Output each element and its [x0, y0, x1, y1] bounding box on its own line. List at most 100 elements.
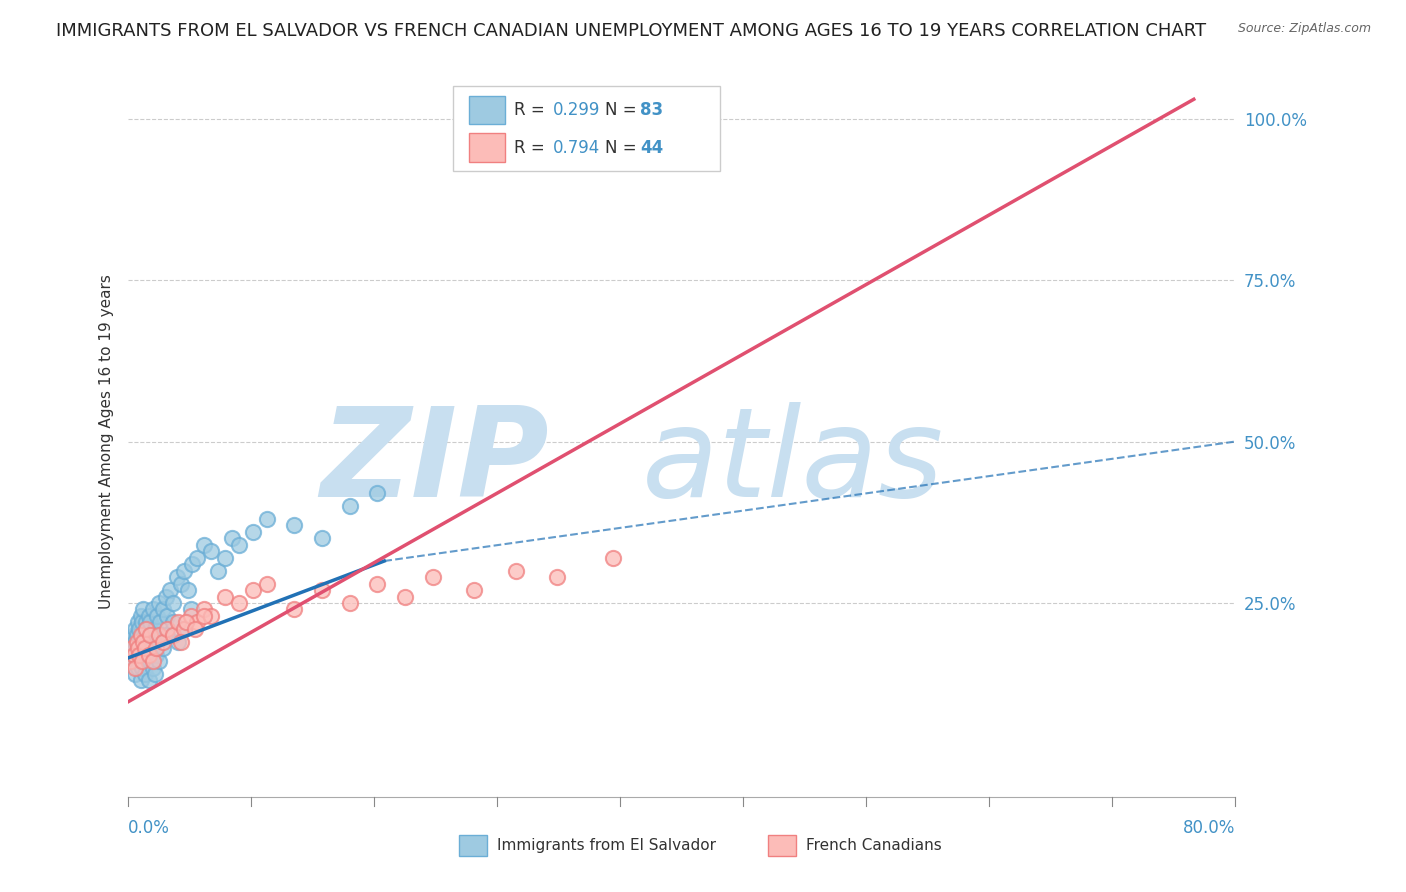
Point [214, 590, 236, 604]
Point [121, 634, 143, 648]
Point [135, 622, 157, 636]
Point [200, 608, 222, 623]
Point [138, 673, 160, 688]
Point [148, 596, 170, 610]
Point [127, 615, 149, 630]
Point [135, 648, 157, 662]
Point [129, 608, 152, 623]
Text: IMMIGRANTS FROM EL SALVADOR VS FRENCH CANADIAN UNEMPLOYMENT AMONG AGES 16 TO 19 : IMMIGRANTS FROM EL SALVADOR VS FRENCH CA… [56, 22, 1206, 40]
Point [180, 608, 202, 623]
Point [505, 564, 527, 578]
Point [152, 602, 174, 616]
Point [311, 583, 333, 598]
Point [162, 596, 184, 610]
Point [129, 628, 152, 642]
Point [283, 518, 305, 533]
Point [122, 628, 145, 642]
Point [200, 544, 222, 558]
Point [135, 622, 157, 636]
Point [125, 654, 148, 668]
Point [602, 550, 624, 565]
Point [214, 550, 236, 565]
Point [176, 615, 198, 630]
Text: N =: N = [605, 101, 643, 119]
Point [366, 486, 388, 500]
Point [120, 654, 142, 668]
Point [242, 583, 264, 598]
Text: N =: N = [605, 138, 643, 157]
Point [149, 615, 172, 630]
Point [173, 564, 195, 578]
Point [142, 602, 165, 616]
Point [155, 590, 177, 604]
Point [122, 648, 145, 662]
Point [166, 570, 188, 584]
Point [132, 634, 155, 648]
Point [283, 602, 305, 616]
Text: 0.794: 0.794 [553, 138, 600, 157]
Point [128, 622, 150, 636]
Point [145, 634, 167, 648]
Point [142, 660, 165, 674]
Text: French Canadians: French Canadians [806, 838, 942, 854]
Point [128, 648, 150, 662]
Point [152, 641, 174, 656]
Point [242, 524, 264, 539]
Point [339, 596, 361, 610]
Point [170, 576, 193, 591]
Point [139, 654, 162, 668]
Point [193, 538, 215, 552]
Text: 80.0%: 80.0% [1182, 819, 1236, 837]
Point [145, 648, 167, 662]
Point [136, 634, 159, 648]
Point [142, 654, 165, 668]
Text: R =: R = [513, 101, 550, 119]
Point [124, 660, 146, 674]
Point [422, 570, 444, 584]
Point [121, 641, 143, 656]
Point [135, 615, 157, 630]
Point [207, 564, 229, 578]
Point [124, 667, 146, 681]
Point [167, 615, 190, 630]
Point [311, 532, 333, 546]
Text: 0.299: 0.299 [553, 101, 600, 119]
Text: 0.0%: 0.0% [128, 819, 170, 837]
Point [156, 622, 179, 636]
Point [138, 608, 160, 623]
Point [138, 648, 160, 662]
Point [132, 641, 155, 656]
Point [183, 622, 205, 636]
Point [131, 654, 153, 668]
Point [256, 512, 278, 526]
Point [177, 583, 200, 598]
Point [132, 634, 155, 648]
Point [134, 667, 156, 681]
Point [180, 602, 202, 616]
Point [193, 608, 215, 623]
Point [120, 648, 142, 662]
Point [128, 648, 150, 662]
Point [124, 654, 146, 668]
Point [186, 615, 208, 630]
Point [121, 641, 143, 656]
Point [143, 667, 166, 681]
Point [136, 634, 159, 648]
Point [127, 641, 149, 656]
Point [167, 634, 190, 648]
Point [394, 590, 416, 604]
Point [134, 641, 156, 656]
Point [159, 583, 181, 598]
Point [170, 634, 193, 648]
Point [125, 641, 148, 656]
Point [156, 608, 179, 623]
Point [128, 634, 150, 648]
Point [162, 628, 184, 642]
Y-axis label: Unemployment Among Ages 16 to 19 years: Unemployment Among Ages 16 to 19 years [100, 274, 114, 609]
Text: ZIP: ZIP [321, 402, 548, 524]
Point [125, 628, 148, 642]
Text: 44: 44 [640, 138, 664, 157]
Point [228, 596, 250, 610]
Point [148, 654, 170, 668]
Point [131, 648, 153, 662]
